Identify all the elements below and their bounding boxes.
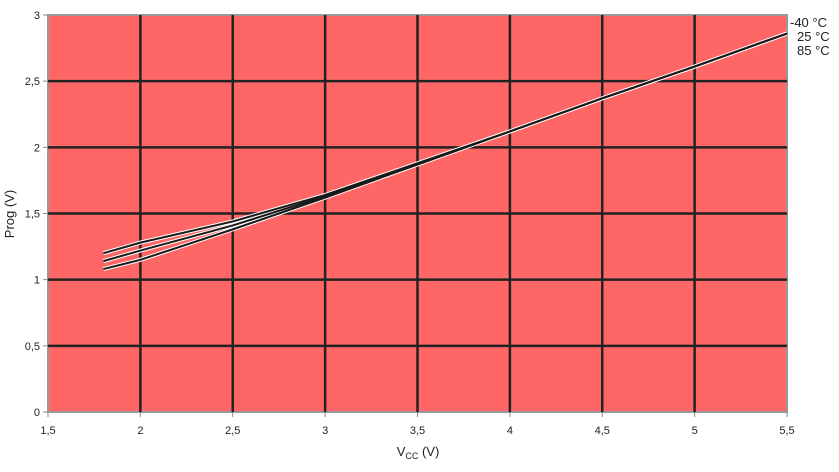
x-tick-label: 2 [137,425,143,437]
x-tick-label: 3,5 [410,425,425,437]
y-tick-label: 1,5 [25,209,40,221]
y-tick-label: 2,5 [25,76,40,88]
y-tick-label: 0 [34,407,40,419]
x-tick-label: 3 [322,425,328,437]
tick-labels: 1,5 2 2,5 3 3,5 4 4,5 5 5,5 0 0,5 1 1,5 2 2,5 3 [25,10,795,437]
x-tick-label: 5,5 [779,425,794,437]
y-tick-label: 2 [34,142,40,154]
series-lines [102,31,788,272]
x-tick-label: 2,5 [225,425,240,437]
legend-entry: 25 °C [797,29,830,44]
x-tick-label: 4 [507,425,513,437]
grid [43,14,788,417]
x-tick-label: 5 [692,425,698,437]
series-line [103,32,788,271]
x-axis-label: VCC (V) [397,444,440,461]
x-tick-label: 1,5 [40,425,55,437]
y-axis-label: Prog (V) [2,190,17,238]
x-tick-label: 4,5 [595,425,610,437]
legend-entry: -40 °C [790,15,827,30]
y-tick-label: 0,5 [25,341,40,353]
legend: -40 °C25 °C85 °C [790,15,830,58]
y-tick-label: 3 [34,10,40,22]
y-tick-label: 1 [34,275,40,287]
legend-entry: 85 °C [797,43,830,58]
